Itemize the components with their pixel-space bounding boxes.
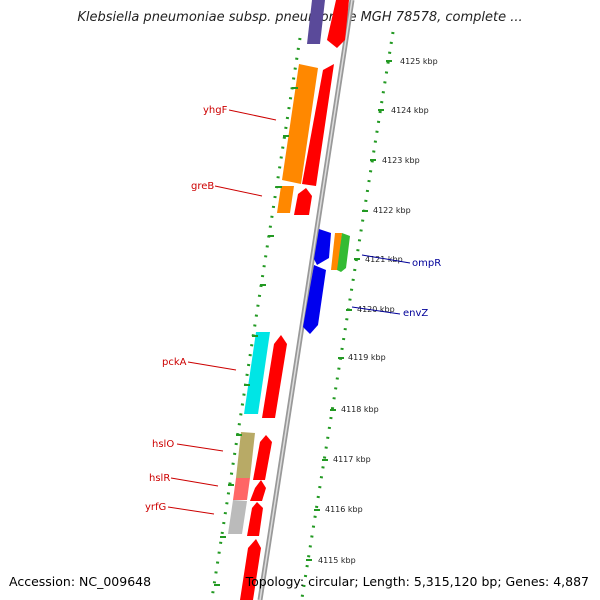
gene-hslO-red [253, 435, 272, 480]
scale-label: 4125 kbp [400, 57, 438, 66]
accession-text: Accession: NC_009648 [9, 574, 152, 589]
scale-label: 4118 kbp [341, 405, 379, 414]
label-hslO[interactable]: hslO [152, 439, 174, 450]
page-title: Klebsiella pneumoniae subsp. pneumoniae … [77, 10, 523, 25]
backbone-highlight [259, 0, 353, 600]
gene-envZ [303, 265, 326, 334]
scale-label: 4117 kbp [333, 455, 371, 464]
gene-pckA [244, 332, 270, 414]
label-yhgF[interactable]: yhgF [203, 105, 228, 116]
left-leader-lines [167, 109, 277, 515]
gene-ompR-orange [331, 233, 342, 270]
label-ompR[interactable]: ompR [412, 258, 441, 269]
summary-text: Topology: circular; Length: 5,315,120 bp… [245, 574, 589, 589]
right-leader-lines [351, 254, 411, 315]
scale-labels: 4125 kbp 4124 kbp 4123 kbp 4122 kbp 4121… [318, 57, 438, 565]
gene-hslO [236, 432, 255, 478]
scale-label: 4124 kbp [391, 106, 429, 115]
label-greB[interactable]: greB [191, 181, 214, 192]
gene-ompR [337, 233, 350, 272]
gene-greB-red [294, 188, 312, 215]
left-scale-ticks [214, 87, 298, 586]
scale-label: 4120 kbp [357, 305, 395, 314]
label-pckA[interactable]: pckA [162, 357, 187, 368]
gene-greB [277, 186, 294, 213]
gene-envZ-upper [314, 229, 331, 265]
gene-yrfG-red [247, 502, 263, 536]
scale-label: 4116 kbp [325, 505, 363, 514]
scale-label: 4119 kbp [348, 353, 386, 362]
top-purple-gene [307, 0, 325, 44]
scale-ticks [306, 60, 392, 561]
scale-label: 4123 kbp [382, 156, 420, 165]
label-yrfG[interactable]: yrfG [145, 502, 166, 513]
scale-label: 4115 kbp [318, 556, 356, 565]
label-hslR[interactable]: hslR [149, 473, 170, 484]
gene-yrfG [228, 500, 247, 534]
gene-pckA-red [262, 335, 287, 418]
gene-hslR [233, 478, 250, 500]
scale-label: 4121 kbp [365, 255, 403, 264]
gene-hslR-red [250, 480, 266, 501]
top-red-gene [327, 0, 349, 48]
scale-label: 4122 kbp [373, 206, 411, 215]
bottom-red-gene [240, 539, 261, 600]
gene-yhgF [282, 64, 318, 184]
label-envZ[interactable]: envZ [403, 308, 428, 319]
gene-yhgF-red [302, 64, 334, 186]
